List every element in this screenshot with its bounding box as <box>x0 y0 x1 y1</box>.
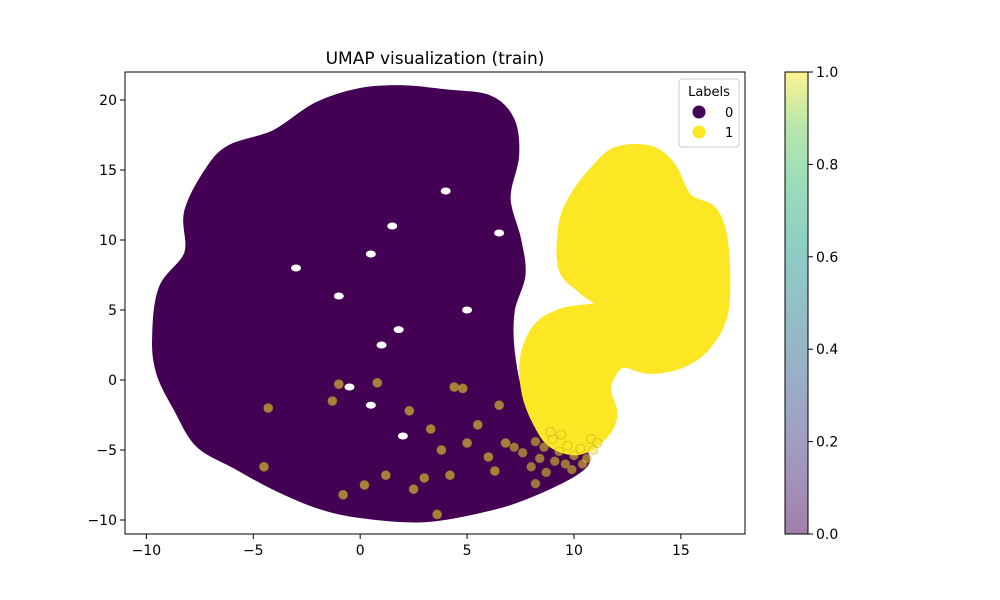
cluster-gap <box>344 383 355 391</box>
y-axis: −10 −5 0 5 10 15 20 <box>87 93 125 529</box>
data-point <box>263 403 274 413</box>
y-tick-label: 10 <box>99 233 117 249</box>
data-point <box>462 438 472 448</box>
legend: Labels 0 1 <box>678 78 740 148</box>
data-point <box>549 456 560 467</box>
cluster-gap <box>333 292 344 300</box>
cluster-gap <box>393 326 404 334</box>
cluster-gap <box>462 306 473 314</box>
colorbar: 0.0 0.2 0.4 0.6 0.8 1.0 <box>784 65 838 543</box>
data-point <box>445 470 455 481</box>
x-tick-label: 10 <box>565 543 583 559</box>
data-point <box>509 442 520 453</box>
y-tick-label: 0 <box>108 373 117 389</box>
x-tick-label: 5 <box>463 543 472 559</box>
colorbar-tick-label: 0.6 <box>816 250 838 266</box>
x-tick-label: 0 <box>356 543 365 559</box>
cluster-0-region <box>152 85 591 523</box>
data-point <box>554 446 564 457</box>
data-point <box>545 426 556 437</box>
data-point <box>333 379 344 390</box>
data-point <box>517 447 528 458</box>
chart-title: UMAP visualization (train) <box>326 49 545 69</box>
data-point <box>494 400 505 411</box>
y-tick-label: −10 <box>87 513 117 529</box>
data-point <box>500 438 511 448</box>
legend-marker-1 <box>692 125 706 139</box>
data-point <box>404 405 415 416</box>
outlier-points <box>259 377 603 520</box>
data-point <box>489 466 500 476</box>
point-clouds <box>152 85 731 523</box>
data-point <box>534 453 545 464</box>
y-tick-label: −5 <box>96 443 117 459</box>
cluster-gap <box>376 341 387 349</box>
data-point <box>259 461 269 472</box>
data-point <box>566 464 577 475</box>
data-point <box>483 452 494 462</box>
y-tick-label: 5 <box>108 303 117 319</box>
y-tick-label: 20 <box>99 93 117 109</box>
cluster-gap <box>387 222 398 230</box>
data-point <box>530 436 541 447</box>
data-point <box>408 484 419 495</box>
data-point <box>562 440 573 451</box>
cluster-gap <box>365 401 376 409</box>
cluster-1-region <box>519 143 731 456</box>
data-point <box>338 489 348 500</box>
data-point <box>577 459 588 469</box>
colorbar-tick-label: 1.0 <box>816 65 838 81</box>
cluster-gap <box>291 264 302 272</box>
y-tick-label: 15 <box>99 163 117 179</box>
plot-area <box>152 85 731 523</box>
data-point <box>419 473 430 483</box>
cluster-gap <box>365 250 376 258</box>
data-point <box>380 470 391 481</box>
data-point <box>372 377 383 388</box>
colorbar-tick-label: 0.0 <box>816 527 838 543</box>
x-tick-label: −5 <box>243 543 264 559</box>
data-point <box>588 445 599 455</box>
data-point <box>560 459 571 469</box>
data-point <box>539 442 549 453</box>
cluster-gap <box>494 229 505 237</box>
data-point <box>575 443 586 454</box>
plot-frame <box>124 71 746 535</box>
data-point <box>592 438 603 448</box>
data-point <box>541 467 552 478</box>
x-tick-label: 15 <box>672 543 690 559</box>
legend-label-0: 0 <box>725 106 733 121</box>
data-point <box>586 433 596 444</box>
colorbar-gradient <box>785 72 808 534</box>
legend-title: Labels <box>688 85 730 100</box>
data-point <box>436 445 447 455</box>
colorbar-tick-label: 0.4 <box>816 342 838 358</box>
data-point <box>432 509 443 520</box>
cluster-gap <box>397 432 408 440</box>
x-tick-label: −10 <box>132 543 162 559</box>
data-point <box>457 383 468 394</box>
colorbar-tick-label: 0.2 <box>816 435 838 451</box>
data-point <box>530 478 541 489</box>
colorbar-frame <box>784 71 809 535</box>
legend-marker-0 <box>692 105 706 119</box>
data-point <box>359 480 370 490</box>
data-point <box>449 382 460 392</box>
data-point <box>556 429 567 440</box>
data-point <box>425 424 436 434</box>
cluster-gap <box>440 187 451 195</box>
data-point <box>569 450 579 461</box>
legend-label-1: 1 <box>725 126 733 141</box>
colorbar-tick-label: 0.8 <box>816 157 838 173</box>
data-point <box>526 461 537 472</box>
colorbar-ticks: 0.0 0.2 0.4 0.6 0.8 1.0 <box>808 65 838 543</box>
data-point <box>472 419 483 430</box>
x-axis: −10 −5 0 5 10 15 <box>132 534 690 559</box>
data-point <box>327 396 338 406</box>
